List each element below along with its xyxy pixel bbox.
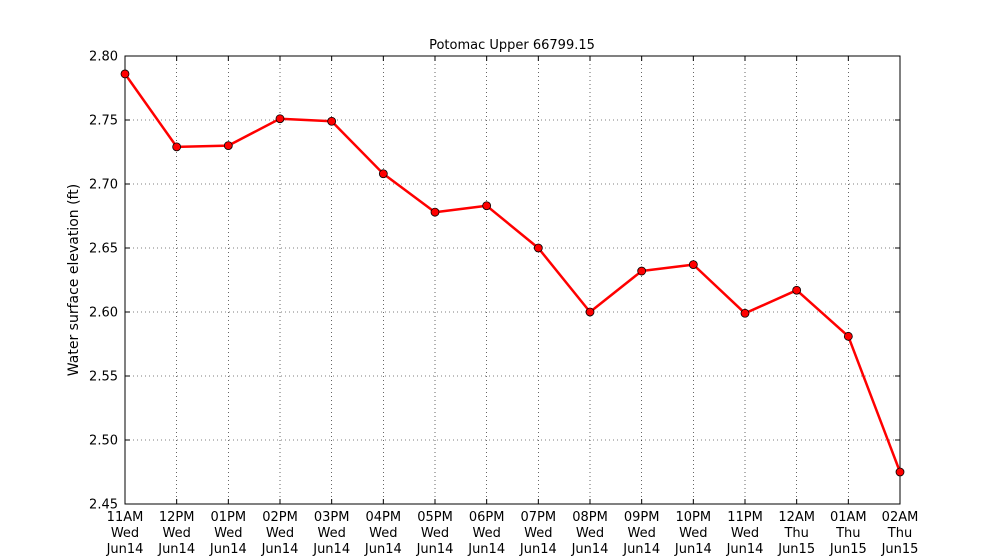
data-point (482, 201, 492, 211)
x-tick-label: 12AM Thu Jun15 (777, 510, 815, 557)
x-tick-label: 05PM Wed Jun14 (416, 510, 454, 557)
series-layer (120, 69, 905, 477)
data-point (172, 142, 182, 152)
y-tick-label: 2.50 (89, 434, 118, 449)
data-point (688, 260, 698, 270)
data-point (585, 307, 595, 317)
plot-frame (124, 55, 901, 505)
x-tick-label: 11PM Wed Jun14 (726, 510, 764, 557)
data-point (533, 243, 543, 253)
y-tick-labels: 2.45 2.50 2.55 2.60 2.65 2.70 2.75 2.80 (89, 50, 118, 513)
x-tick-label: 07PM Wed Jun14 (519, 510, 557, 557)
x-tick-label: 01AM Thu Jun15 (829, 510, 867, 557)
x-tick-label: 09PM Wed Jun14 (622, 510, 660, 557)
x-tick-label: 12PM Wed Jun14 (157, 510, 195, 557)
y-tick-label: 2.80 (89, 50, 118, 65)
data-point (792, 285, 802, 295)
y-tick-label: 2.45 (89, 498, 118, 513)
x-tick-label: 11AM Wed Jun14 (106, 510, 144, 557)
y-tick-label: 2.70 (89, 178, 118, 193)
y-axis-label: Water surface elevation (ft) (66, 184, 82, 376)
y-tick-label: 2.55 (89, 370, 118, 385)
series-line (123, 73, 902, 473)
x-tick-label: 10PM Wed Jun14 (674, 510, 712, 557)
y-tick-label: 2.65 (89, 242, 118, 257)
data-point (378, 169, 388, 179)
x-tick-label: 01PM Wed Jun14 (209, 510, 247, 557)
data-point (120, 69, 130, 79)
data-point (223, 141, 233, 151)
gridlines (125, 56, 900, 504)
data-point (275, 114, 285, 124)
data-point (637, 266, 647, 276)
data-point (327, 116, 337, 126)
x-tick-label: 03PM Wed Jun14 (312, 510, 350, 557)
x-tick-label: 02PM Wed Jun14 (261, 510, 299, 557)
data-point (895, 467, 905, 477)
x-tick-label: 06PM Wed Jun14 (467, 510, 505, 557)
data-point (430, 207, 440, 217)
y-tick-label: 2.75 (89, 114, 118, 129)
y-tick-label: 2.60 (89, 306, 118, 321)
chart-title: Potomac Upper 66799.15 (429, 38, 595, 53)
data-point (740, 308, 750, 318)
data-point (843, 331, 853, 341)
x-tick-label: 02AM Thu Jun15 (881, 510, 919, 557)
x-tick-label: 08PM Wed Jun14 (571, 510, 609, 557)
x-tick-labels: 11AM Wed Jun14 12PM Wed Jun14 01PM Wed Jun14 02PM… (106, 510, 919, 557)
axis-ticks (124, 55, 901, 505)
x-tick-label: 04PM Wed Jun14 (364, 510, 402, 557)
